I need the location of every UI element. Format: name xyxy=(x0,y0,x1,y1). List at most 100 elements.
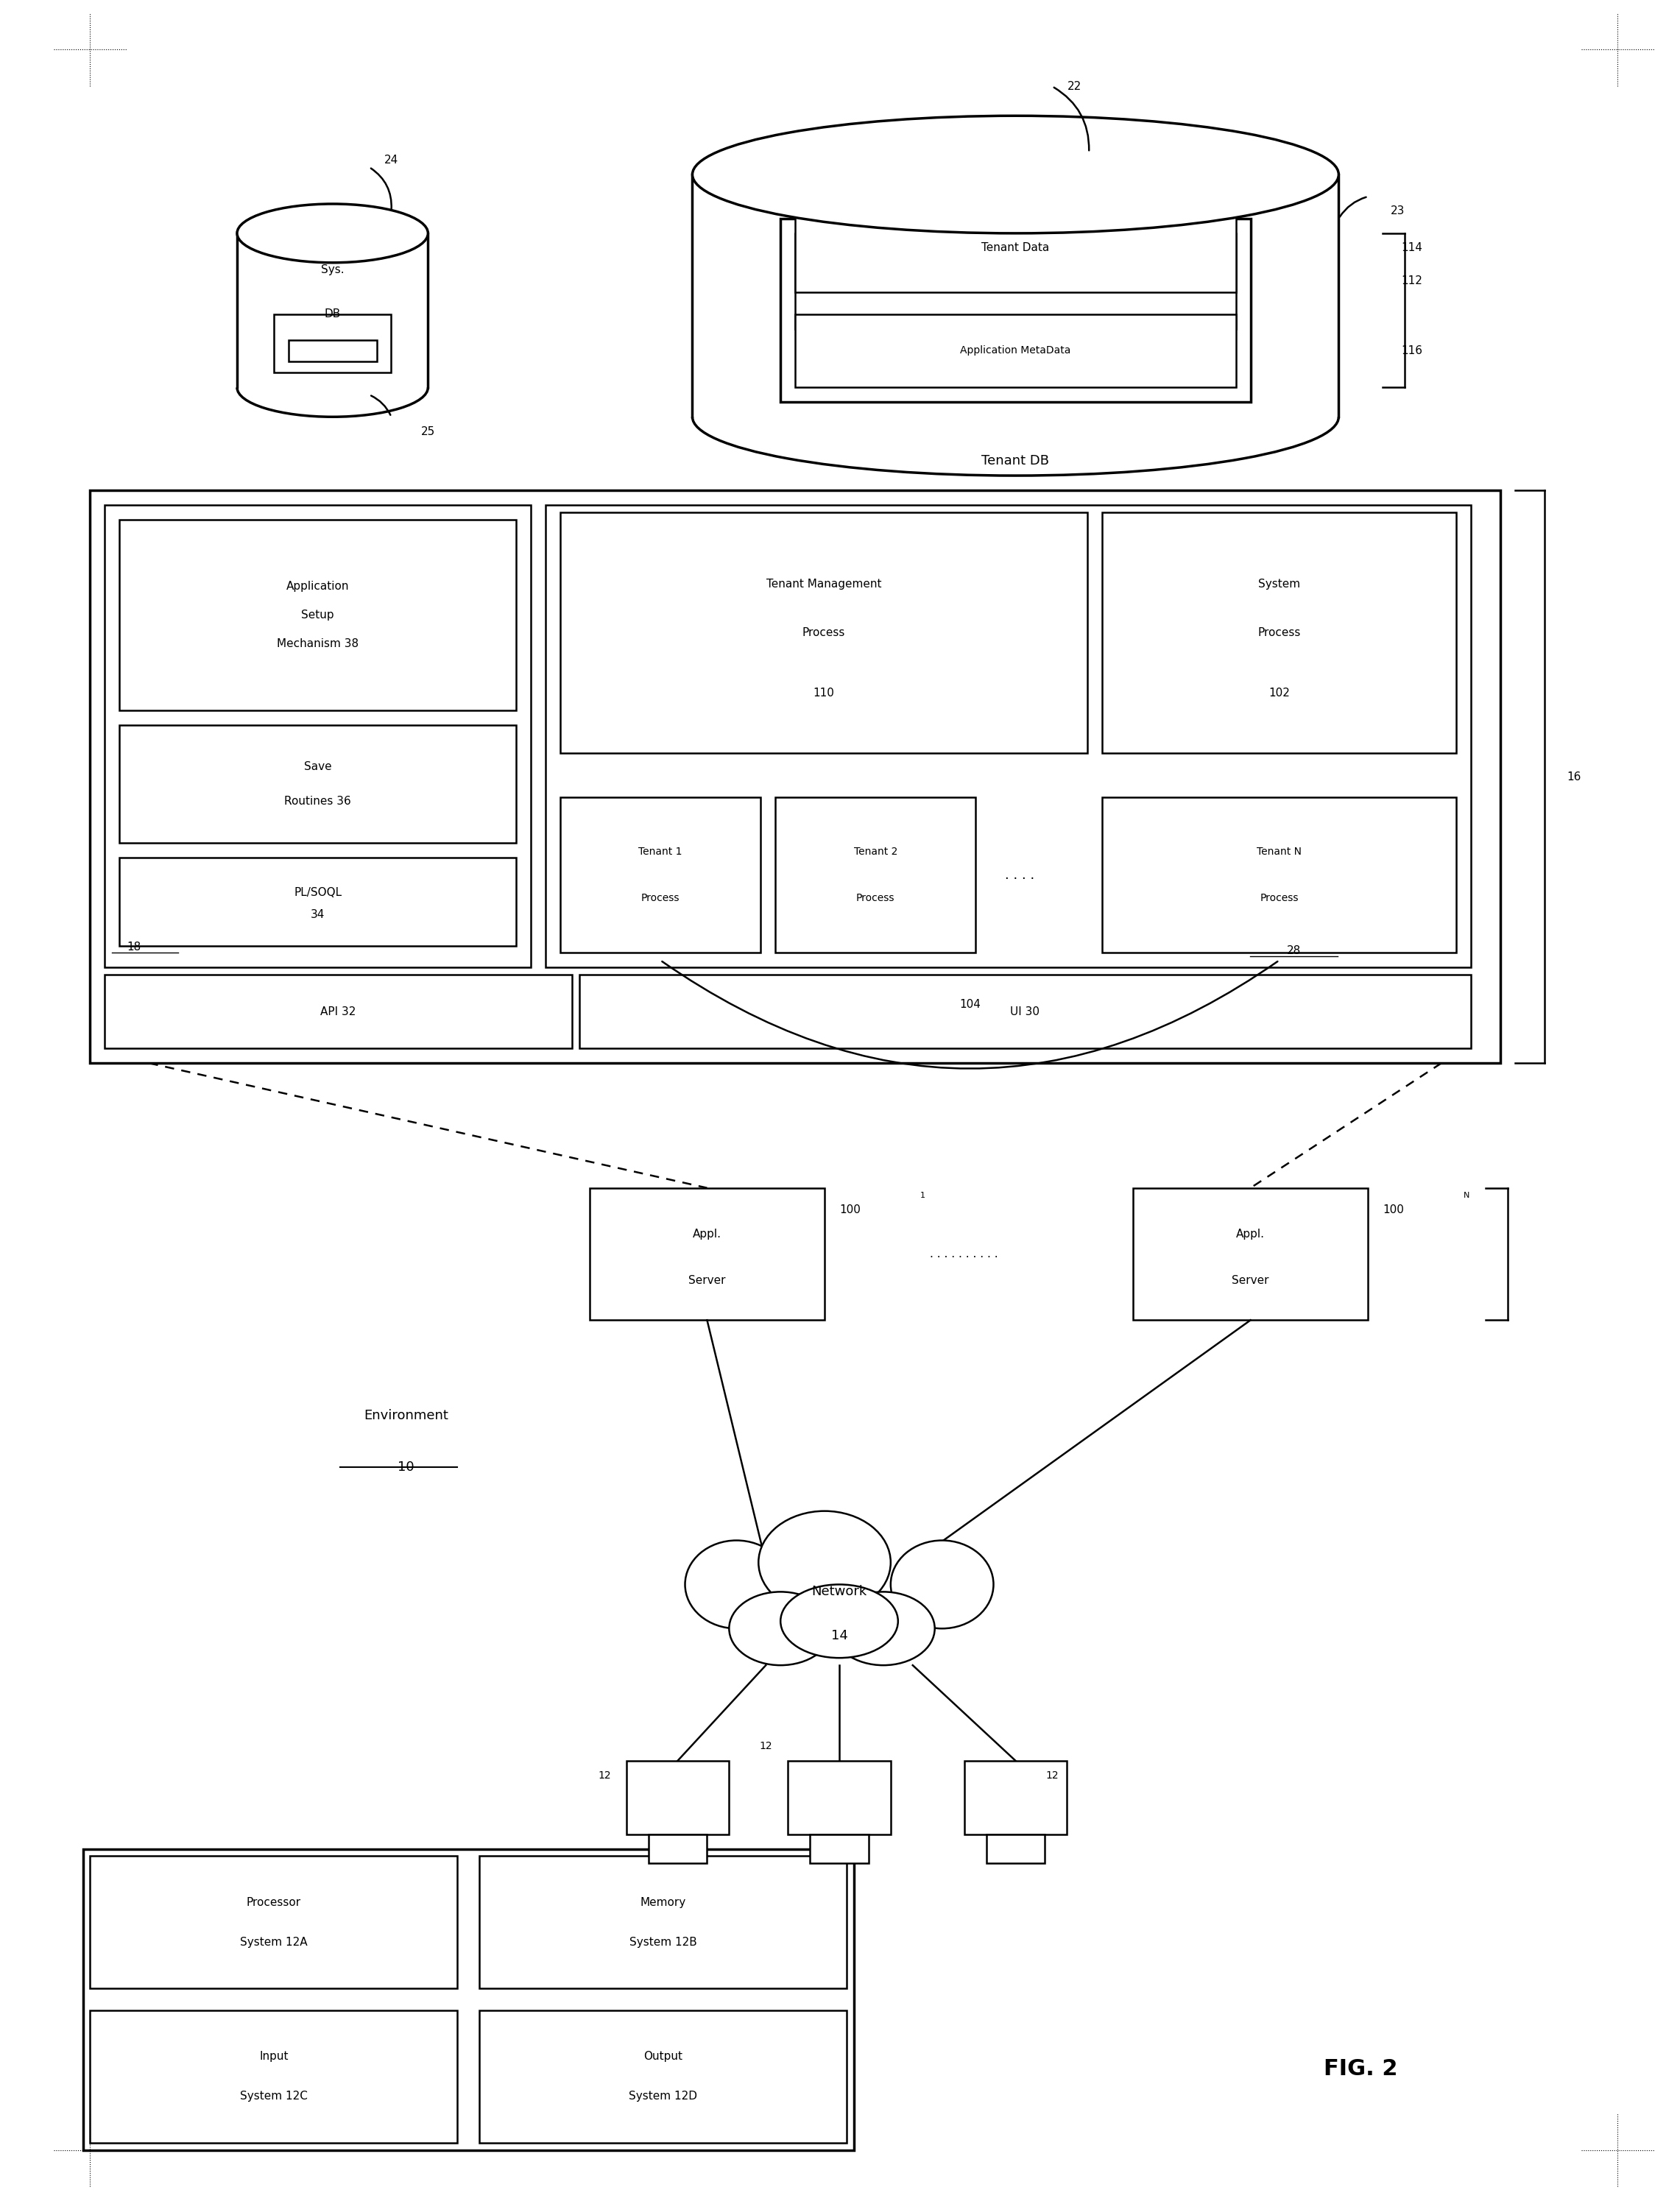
Text: Server: Server xyxy=(689,1274,726,1285)
Text: DB: DB xyxy=(324,309,341,320)
Bar xyxy=(774,798,976,952)
Text: 28: 28 xyxy=(1287,946,1300,957)
Bar xyxy=(590,1188,825,1320)
Bar xyxy=(795,313,1236,388)
Text: Tenant Space: Tenant Space xyxy=(978,276,1053,287)
Text: Environment: Environment xyxy=(363,1408,449,1422)
Bar xyxy=(788,1761,890,1834)
Text: 12: 12 xyxy=(598,1770,612,1781)
Text: System 12A: System 12A xyxy=(240,1937,307,1948)
Text: 24: 24 xyxy=(385,154,398,165)
Bar xyxy=(559,511,1087,754)
Bar xyxy=(119,857,516,946)
FancyArrowPatch shape xyxy=(662,961,1277,1069)
Bar xyxy=(104,974,571,1049)
Text: Tenant 2: Tenant 2 xyxy=(853,846,897,857)
Ellipse shape xyxy=(692,117,1339,234)
Bar xyxy=(795,205,1236,291)
Bar xyxy=(546,505,1472,968)
FancyArrowPatch shape xyxy=(1339,196,1366,216)
Text: Save: Save xyxy=(304,760,331,771)
Text: 18: 18 xyxy=(128,941,141,952)
Text: API 32: API 32 xyxy=(321,1007,356,1018)
Ellipse shape xyxy=(729,1591,832,1666)
Text: Sys.: Sys. xyxy=(321,264,344,276)
Text: Process: Process xyxy=(642,893,680,904)
Bar xyxy=(580,974,1472,1049)
Text: Process: Process xyxy=(1260,893,1299,904)
Bar xyxy=(810,1834,869,1865)
Text: ·
·
·: · · · xyxy=(1013,350,1018,395)
Text: Process: Process xyxy=(803,628,845,639)
Bar xyxy=(559,798,761,952)
Text: 100: 100 xyxy=(840,1203,860,1214)
Text: UI 30: UI 30 xyxy=(1010,1007,1040,1018)
Bar xyxy=(648,1834,707,1865)
Bar xyxy=(289,339,376,361)
Text: 25: 25 xyxy=(422,425,435,436)
Bar xyxy=(795,234,1236,328)
Bar xyxy=(964,1761,1067,1834)
Text: Tenant 1: Tenant 1 xyxy=(638,846,682,857)
Bar xyxy=(82,1849,853,2149)
Text: Input: Input xyxy=(259,2052,289,2063)
Bar xyxy=(104,505,531,968)
Text: PL/SOQL: PL/SOQL xyxy=(294,888,341,899)
Text: Tenant DB: Tenant DB xyxy=(981,454,1050,467)
Text: 104: 104 xyxy=(959,998,981,1009)
Bar xyxy=(479,2010,847,2142)
Bar xyxy=(781,218,1250,401)
Ellipse shape xyxy=(758,1512,890,1613)
Text: Appl.: Appl. xyxy=(692,1228,721,1239)
Text: 12: 12 xyxy=(1045,1770,1058,1781)
Text: 34: 34 xyxy=(311,910,324,921)
Text: 10: 10 xyxy=(398,1461,415,1474)
Ellipse shape xyxy=(832,1591,934,1666)
Bar xyxy=(119,520,516,710)
Text: 14: 14 xyxy=(832,1629,848,1642)
Text: Tenant Data: Tenant Data xyxy=(981,242,1050,253)
Text: Tenant N: Tenant N xyxy=(1257,846,1302,857)
Bar xyxy=(91,1856,457,1988)
FancyArrowPatch shape xyxy=(371,168,391,209)
Text: 12: 12 xyxy=(759,1741,773,1752)
Text: Processor: Processor xyxy=(247,1898,301,1909)
Text: 110: 110 xyxy=(813,688,835,699)
Text: . . . . . . . . . .: . . . . . . . . . . xyxy=(931,1247,998,1258)
Text: Process: Process xyxy=(857,893,895,904)
Ellipse shape xyxy=(781,1585,899,1657)
Text: 102: 102 xyxy=(1268,688,1290,699)
Text: System: System xyxy=(1258,580,1300,591)
Text: Application MetaData: Application MetaData xyxy=(961,346,1070,355)
Bar xyxy=(986,1834,1045,1865)
Ellipse shape xyxy=(685,1541,788,1629)
FancyArrowPatch shape xyxy=(371,397,390,414)
Text: . . . .: . . . . xyxy=(1005,868,1035,882)
Text: Setup: Setup xyxy=(301,611,334,622)
Bar xyxy=(479,1856,847,1988)
Text: N: N xyxy=(1463,1192,1470,1199)
Bar xyxy=(91,2010,457,2142)
Text: 23: 23 xyxy=(1391,205,1404,216)
Bar xyxy=(274,313,391,372)
Ellipse shape xyxy=(890,1541,993,1629)
Bar xyxy=(627,1761,729,1834)
Text: 1: 1 xyxy=(921,1192,926,1199)
Text: System 12C: System 12C xyxy=(240,2092,307,2103)
Text: 114: 114 xyxy=(1401,242,1423,253)
Text: Application: Application xyxy=(286,582,349,593)
Bar xyxy=(91,489,1500,1062)
Text: 100: 100 xyxy=(1383,1203,1404,1214)
Text: Mechanism 38: Mechanism 38 xyxy=(277,639,360,650)
Text: 116: 116 xyxy=(1401,346,1423,357)
Bar xyxy=(1102,511,1457,754)
Bar xyxy=(1102,798,1457,952)
Ellipse shape xyxy=(237,205,428,262)
Text: Server: Server xyxy=(1231,1274,1268,1285)
Text: Network: Network xyxy=(811,1585,867,1598)
Text: 112: 112 xyxy=(1401,276,1423,287)
Bar xyxy=(1132,1188,1368,1320)
Text: Routines 36: Routines 36 xyxy=(284,796,351,807)
Text: Process: Process xyxy=(1258,628,1300,639)
Bar xyxy=(119,725,516,842)
